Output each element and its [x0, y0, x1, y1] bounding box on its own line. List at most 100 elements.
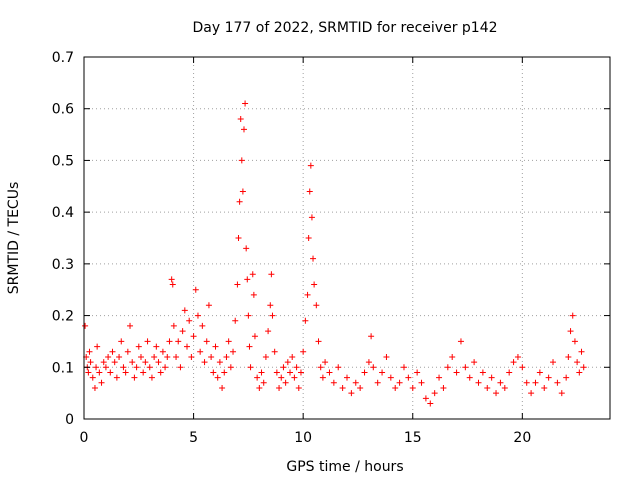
- data-point: [361, 369, 368, 376]
- x-tick-label: 10: [294, 430, 312, 446]
- data-point: [86, 348, 93, 355]
- data-point: [462, 364, 469, 371]
- data-point: [175, 338, 182, 345]
- data-point: [239, 188, 246, 195]
- data-point: [201, 359, 208, 366]
- data-point: [335, 364, 342, 371]
- data-point: [258, 369, 265, 376]
- data-point: [173, 353, 180, 360]
- data-point: [221, 369, 228, 376]
- data-point: [268, 271, 275, 278]
- data-point: [436, 374, 443, 381]
- data-point: [256, 384, 263, 391]
- data-point: [120, 364, 127, 371]
- data-point: [370, 364, 377, 371]
- data-point: [179, 328, 186, 335]
- data-point: [250, 291, 257, 298]
- data-point: [310, 255, 317, 262]
- y-tick-label: 0.6: [52, 102, 74, 118]
- data-point: [262, 353, 269, 360]
- data-point: [146, 364, 153, 371]
- data-point: [365, 359, 372, 366]
- data-point: [554, 379, 561, 386]
- data-point: [326, 369, 333, 376]
- data-point: [212, 343, 219, 350]
- data-point: [205, 302, 212, 309]
- data-point: [210, 369, 217, 376]
- data-point: [379, 369, 386, 376]
- y-tick-label: 0.5: [52, 153, 74, 169]
- data-point: [295, 384, 302, 391]
- data-point: [129, 359, 136, 366]
- data-point: [225, 338, 232, 345]
- axis-ticks: 0 0.1 0.2 0.3 0.4 0.5 0.6 0.7 0 5 10 15 20: [52, 50, 610, 446]
- data-point: [308, 214, 315, 221]
- data-point: [267, 302, 274, 309]
- data-point: [93, 364, 100, 371]
- data-point: [278, 374, 285, 381]
- data-point: [339, 384, 346, 391]
- data-point: [563, 374, 570, 381]
- data-point: [240, 126, 247, 133]
- data-point: [127, 322, 134, 329]
- data-point: [449, 353, 456, 360]
- data-point: [282, 379, 289, 386]
- data-point: [96, 369, 103, 376]
- data-point: [580, 364, 587, 371]
- data-point: [576, 369, 583, 376]
- data-point: [315, 338, 322, 345]
- data-point: [569, 312, 576, 319]
- data-point: [387, 374, 394, 381]
- data-point: [536, 369, 543, 376]
- data-point: [440, 384, 447, 391]
- data-point: [287, 369, 294, 376]
- data-point: [330, 379, 337, 386]
- y-tick-label: 0.3: [52, 257, 74, 273]
- data-point: [164, 353, 171, 360]
- data-point: [230, 348, 237, 355]
- data-point: [170, 322, 177, 329]
- data-point: [284, 359, 291, 366]
- data-point: [124, 348, 131, 355]
- data-point: [306, 188, 313, 195]
- data-point: [157, 369, 164, 376]
- data-point: [199, 322, 206, 329]
- data-points: [82, 100, 587, 407]
- data-point: [319, 374, 326, 381]
- data-point: [89, 374, 96, 381]
- y-tick-label: 0.4: [52, 205, 74, 221]
- data-point: [82, 322, 89, 329]
- data-point: [118, 338, 125, 345]
- y-tick-label: 0: [65, 412, 74, 428]
- data-point: [297, 369, 304, 376]
- data-point: [311, 281, 318, 288]
- data-point: [528, 390, 535, 397]
- data-point: [558, 390, 565, 397]
- y-tick-label: 0.7: [52, 50, 74, 66]
- data-point: [276, 384, 283, 391]
- data-point: [140, 369, 147, 376]
- data-point: [122, 369, 129, 376]
- data-point: [148, 374, 155, 381]
- data-point: [578, 348, 585, 355]
- data-point: [514, 353, 521, 360]
- data-point: [232, 317, 239, 324]
- data-point: [444, 364, 451, 371]
- data-point: [116, 353, 123, 360]
- data-point: [94, 343, 101, 350]
- data-point: [219, 384, 226, 391]
- data-point: [269, 312, 276, 319]
- x-tick-label: 0: [80, 430, 89, 446]
- data-point: [427, 400, 434, 407]
- data-point: [168, 276, 175, 283]
- grid: [84, 57, 610, 419]
- plot-frame: [83, 56, 611, 420]
- data-point: [400, 364, 407, 371]
- data-point: [188, 353, 195, 360]
- data-point: [418, 379, 425, 386]
- data-point: [162, 364, 169, 371]
- data-point: [181, 307, 188, 314]
- data-point: [113, 374, 120, 381]
- data-point: [227, 364, 234, 371]
- data-point: [109, 348, 116, 355]
